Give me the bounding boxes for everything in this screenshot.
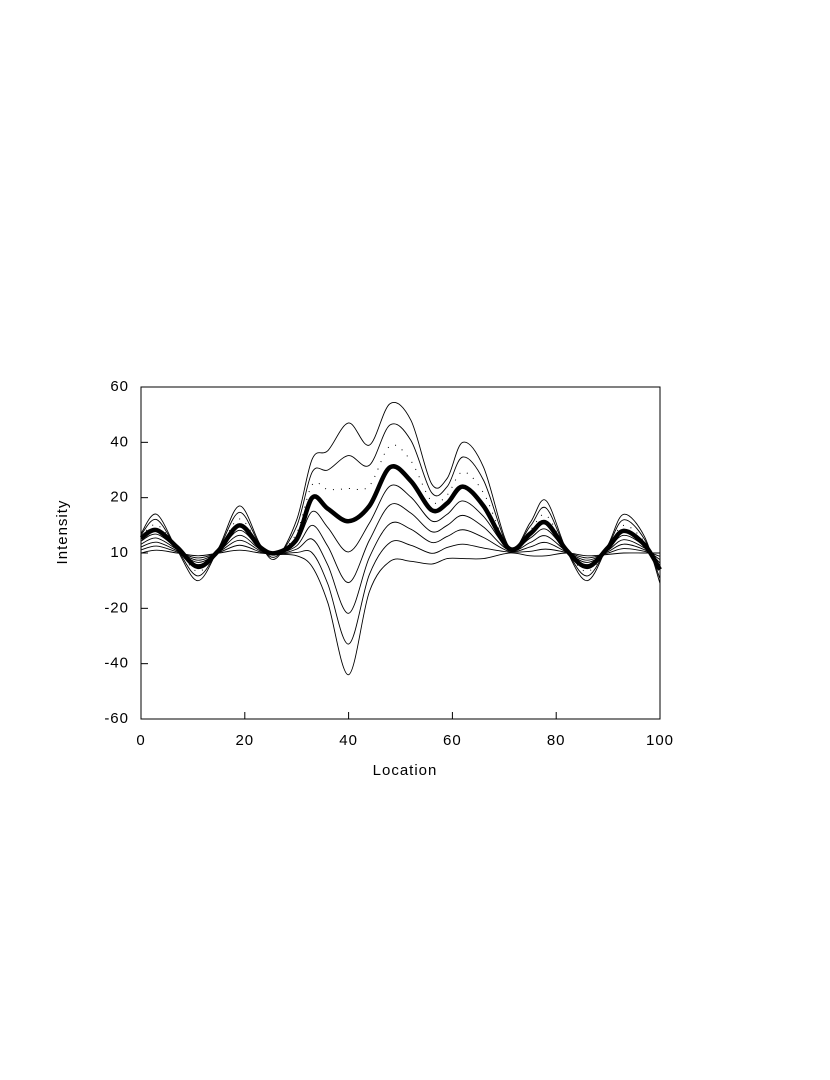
y-tick-label: -60 [104,710,129,727]
line-series [140,521,661,614]
line-series [140,540,661,645]
y-tick-label: 60 [110,378,129,395]
plot-area [139,402,662,676]
x-tick-label: 60 [443,732,462,749]
y-axis-label: Intensity [54,500,71,565]
line-series [140,402,661,584]
y-tick-label: -20 [104,599,129,616]
line-series [140,549,660,676]
x-tick-label: 80 [547,732,566,749]
line-series [140,423,661,579]
y-tick-label: 20 [110,489,129,506]
y-tick-label: -40 [104,655,129,672]
line-series [140,503,661,584]
y-tick-label: 10 [110,544,129,561]
x-tick-label: 100 [646,732,674,749]
x-tick-label: 0 [136,732,145,749]
x-axis-label: Location [373,762,438,779]
line-series [140,484,661,567]
x-tick-label: 20 [235,732,254,749]
line-series [139,464,662,571]
y-tick-label: 40 [110,433,129,450]
x-tick-label: 40 [339,732,358,749]
